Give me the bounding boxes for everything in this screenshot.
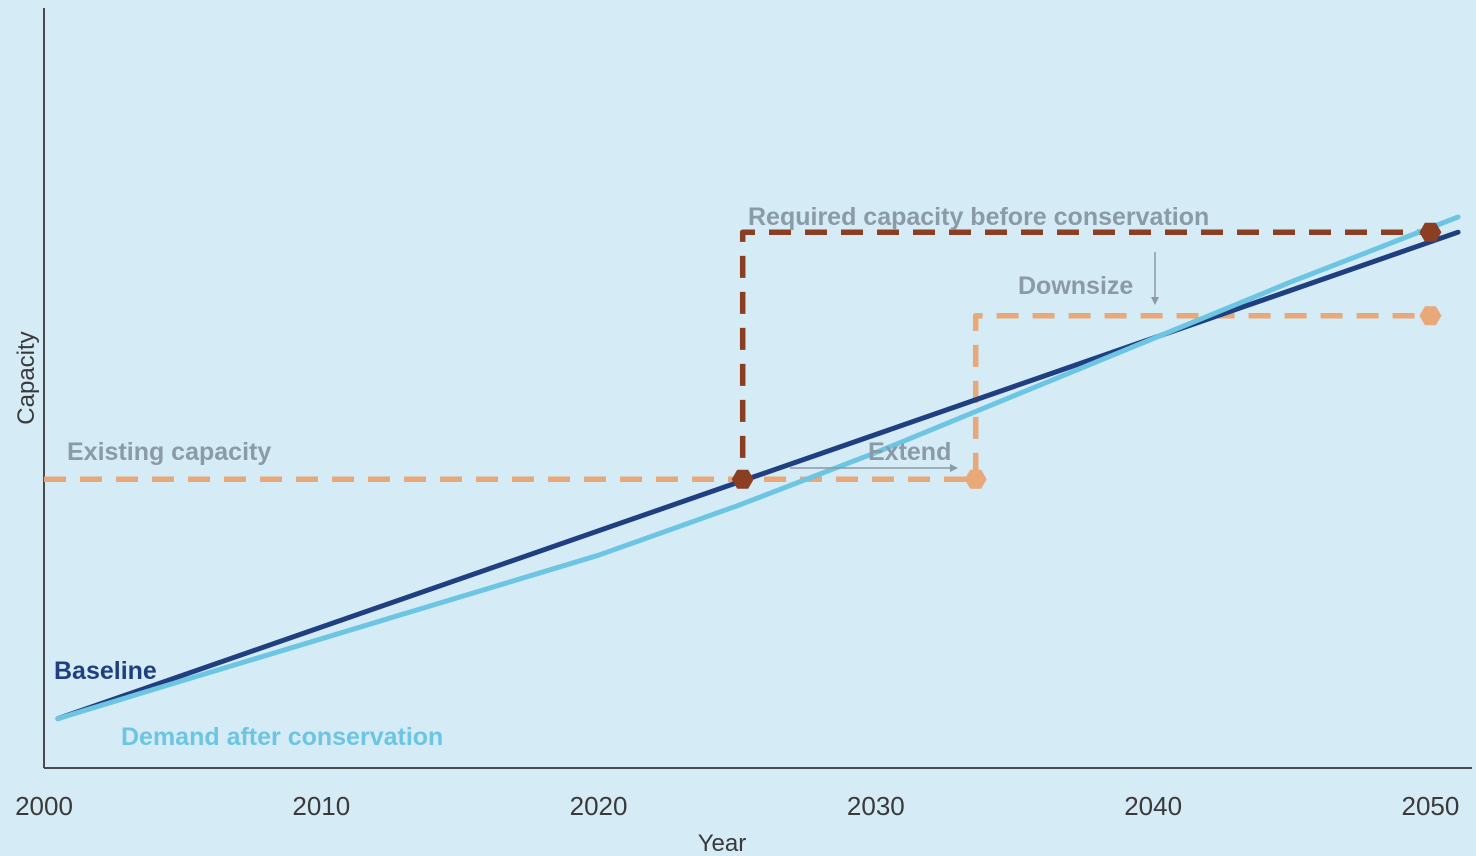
markers	[731, 222, 1442, 489]
x-tick-label: 2010	[292, 791, 350, 821]
x-tick-label: 2030	[847, 791, 905, 821]
label-baseline: Baseline	[54, 657, 157, 685]
x-tick-label: 2040	[1124, 791, 1182, 821]
y-axis-title: Capacity	[13, 331, 40, 424]
point-marker	[1419, 306, 1442, 326]
series-lines	[55, 214, 1461, 722]
axes	[43, 8, 1472, 769]
annotation-required-capacity: Required capacity before conservation	[748, 203, 1209, 231]
x-tick-labels: 2000 2010 2020 2030 2040 2050	[15, 791, 1459, 821]
series-line-demand-after-conservation	[55, 214, 1461, 722]
annotations: Required capacity before conservation Do…	[54, 203, 1209, 751]
point-marker	[731, 469, 754, 489]
point-marker	[964, 469, 987, 489]
annotation-existing-capacity: Existing capacity	[67, 438, 271, 466]
x-tick-label: 2050	[1401, 791, 1459, 821]
x-axis-title: Year	[698, 830, 747, 856]
annotation-downsize: Downsize	[1018, 272, 1133, 300]
x-tick-label: 2000	[15, 791, 73, 821]
point-marker	[1419, 222, 1442, 242]
label-demand-after-conservation: Demand after conservation	[121, 723, 443, 751]
series-line-baseline	[55, 229, 1461, 722]
x-tick-label: 2020	[570, 791, 628, 821]
annotation-arrows	[790, 252, 1159, 472]
downsize-arrowhead-icon	[1151, 297, 1159, 305]
extend-arrowhead-icon	[950, 464, 958, 472]
annotation-extend: Extend	[868, 438, 951, 466]
